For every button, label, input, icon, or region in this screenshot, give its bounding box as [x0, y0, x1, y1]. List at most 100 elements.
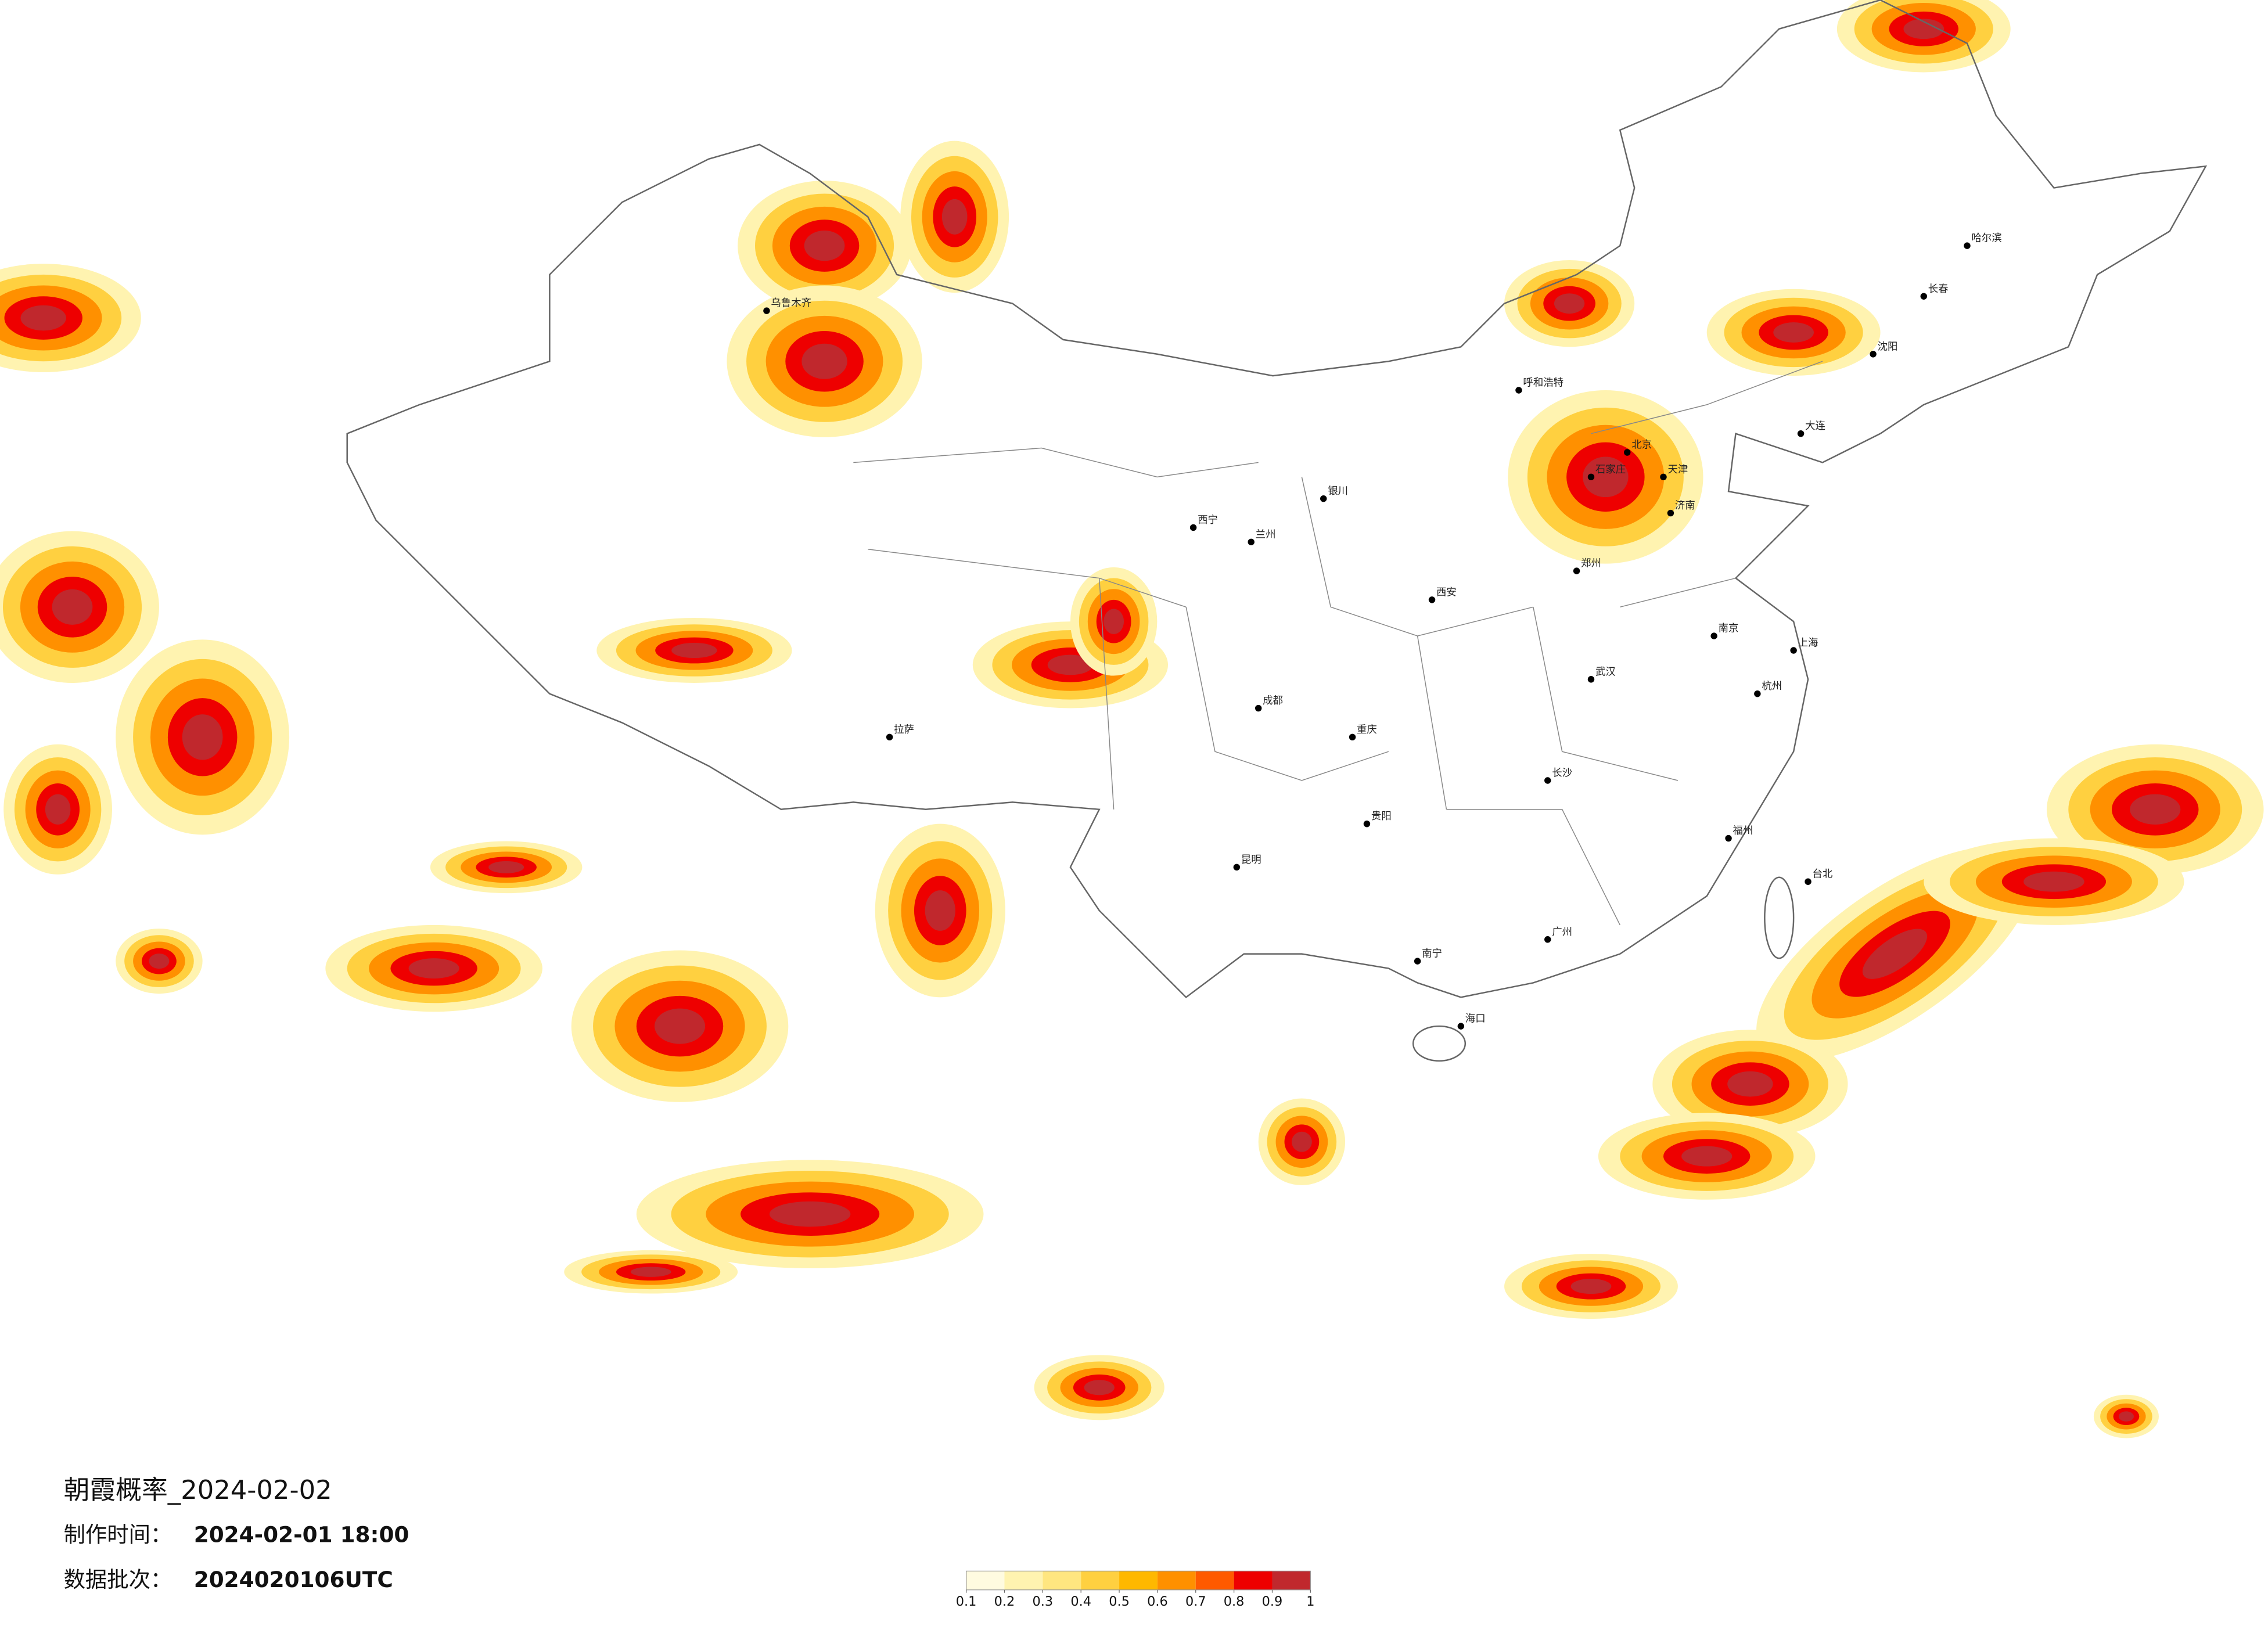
city-dot: [1805, 878, 1811, 885]
probability-blob: [1862, 929, 1928, 979]
city-dot: [1587, 473, 1595, 481]
city-label: 兰州: [1256, 529, 1276, 541]
probability-blob: [1681, 1146, 1733, 1167]
probability-blob: [925, 890, 955, 931]
china-outline: [346, 0, 2208, 998]
city-dot: [1667, 509, 1674, 517]
probability-blob: [52, 589, 93, 625]
city-dot: [1189, 524, 1197, 531]
probability-blob: [1583, 456, 1629, 498]
colorbar-swatch: [1157, 1571, 1196, 1590]
colorbar-swatch: [1043, 1571, 1081, 1590]
colorbar: 0.1 0.2 0.3 0.4 0.5 0.6 0.7 0.8 0.9 1: [956, 1570, 1314, 1609]
city-dot: [1349, 733, 1356, 741]
city-dot: [1754, 690, 1761, 697]
city-dot: [1587, 676, 1595, 683]
city-dot: [1428, 596, 1436, 603]
city-label: 南宁: [1422, 948, 1442, 960]
probability-blob: [769, 1201, 851, 1227]
probability-blob: [2130, 794, 2181, 825]
probability-blob: [149, 954, 170, 969]
city-dot: [1457, 1023, 1465, 1030]
city-label: 银川: [1328, 485, 1348, 497]
colorbar-tick-label: 0.6: [1147, 1594, 1168, 1609]
colorbar-swatch: [1272, 1571, 1311, 1590]
probability-blob: [45, 794, 71, 825]
city-dot: [1320, 495, 1327, 502]
city-label: 西宁: [1198, 515, 1218, 526]
city-dot: [1964, 242, 1971, 249]
taiwan-outline: [1764, 876, 1795, 959]
probability-blob: [2023, 871, 2084, 892]
probability-blob: [1903, 19, 1944, 39]
city-label: 西安: [1436, 587, 1457, 598]
probability-blob: [941, 199, 968, 235]
province-borders: [853, 361, 1823, 926]
colorbar-tick-label: 0.9: [1262, 1594, 1283, 1609]
colorbar-tick-label: 0.2: [994, 1594, 1015, 1609]
colorbar-swatch: [966, 1571, 1005, 1590]
colorbar-frame: [965, 1570, 1311, 1591]
city-dot: [1515, 387, 1522, 394]
city-label: 重庆: [1357, 724, 1377, 736]
batch: 2024020106UTC: [194, 1567, 393, 1592]
colorbar-tick-label: 0.8: [1224, 1594, 1245, 1609]
city-label: 昆明: [1241, 854, 1261, 866]
city-label: 长春: [1928, 283, 1949, 295]
city-dot: [763, 307, 770, 314]
probability-blob: [1554, 293, 1585, 314]
colorbar-tick-label: 1: [1306, 1594, 1314, 1609]
colorbar-tick-label: 0.4: [1070, 1594, 1091, 1609]
city-label: 济南: [1675, 500, 1695, 512]
probability-blob: [20, 305, 66, 331]
colorbar-tick-label: 0.1: [956, 1594, 977, 1609]
city-dot: [1725, 834, 1732, 842]
hainan-outline: [1412, 1025, 1467, 1062]
city-label: 上海: [1798, 638, 1818, 649]
city-label: 郑州: [1581, 558, 1601, 570]
city-label: 海口: [1465, 1013, 1486, 1025]
production-time-label: 制作时间：: [64, 1522, 172, 1548]
city-dot: [1233, 864, 1241, 871]
city-label: 武汉: [1595, 666, 1616, 678]
probability-blob: [1291, 1131, 1312, 1152]
probability-blob: [630, 1267, 671, 1277]
batch-label: 数据批次：: [64, 1567, 172, 1592]
probability-blob: [1047, 654, 1094, 675]
city-dot: [1544, 777, 1551, 784]
city-dot: [1544, 936, 1551, 943]
colorbar-swatch: [1119, 1571, 1158, 1590]
probability-blob: [801, 343, 847, 379]
city-dot: [886, 733, 893, 741]
probability-blob: [654, 1008, 706, 1044]
colorbar-swatch: [1081, 1571, 1120, 1590]
city-label: 哈尔滨: [1971, 233, 2001, 244]
probability-blob: [1773, 322, 1814, 343]
city-dot: [1255, 704, 1262, 712]
probability-blob: [2118, 1411, 2134, 1422]
city-label: 呼和浩特: [1523, 377, 1563, 389]
city-dot: [1870, 351, 1877, 358]
city-dot: [1573, 567, 1580, 574]
city-dot: [1710, 632, 1717, 639]
probability-blob: [1104, 609, 1124, 634]
city-label: 贵阳: [1371, 811, 1392, 822]
probability-blob: [1727, 1071, 1773, 1097]
city-label: 广州: [1552, 926, 1572, 938]
city-label: 南京: [1719, 623, 1739, 635]
city-dot: [1920, 293, 1928, 300]
probability-blob: [671, 642, 717, 659]
city-dot: [1363, 820, 1371, 828]
colorbar-tick-label: 0.7: [1185, 1594, 1206, 1609]
probability-blob: [182, 714, 223, 760]
city-label: 天津: [1667, 464, 1688, 476]
city-dot: [1660, 473, 1667, 481]
city-label: 北京: [1631, 440, 1652, 451]
probability-blob: [804, 230, 845, 261]
city-label: 福州: [1733, 825, 1753, 837]
city-dot: [1624, 449, 1631, 456]
